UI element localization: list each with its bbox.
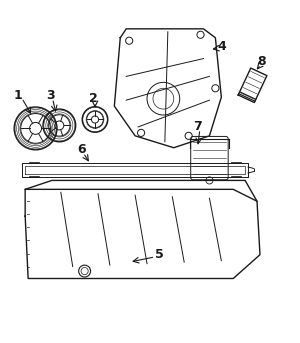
Text: 5: 5 [154, 248, 163, 261]
Text: 3: 3 [46, 89, 55, 102]
Text: 4: 4 [217, 40, 226, 53]
Text: 1: 1 [14, 89, 22, 102]
Text: 7: 7 [193, 120, 202, 133]
Text: 6: 6 [77, 143, 86, 156]
Text: 8: 8 [257, 55, 266, 68]
Text: 2: 2 [89, 92, 98, 105]
